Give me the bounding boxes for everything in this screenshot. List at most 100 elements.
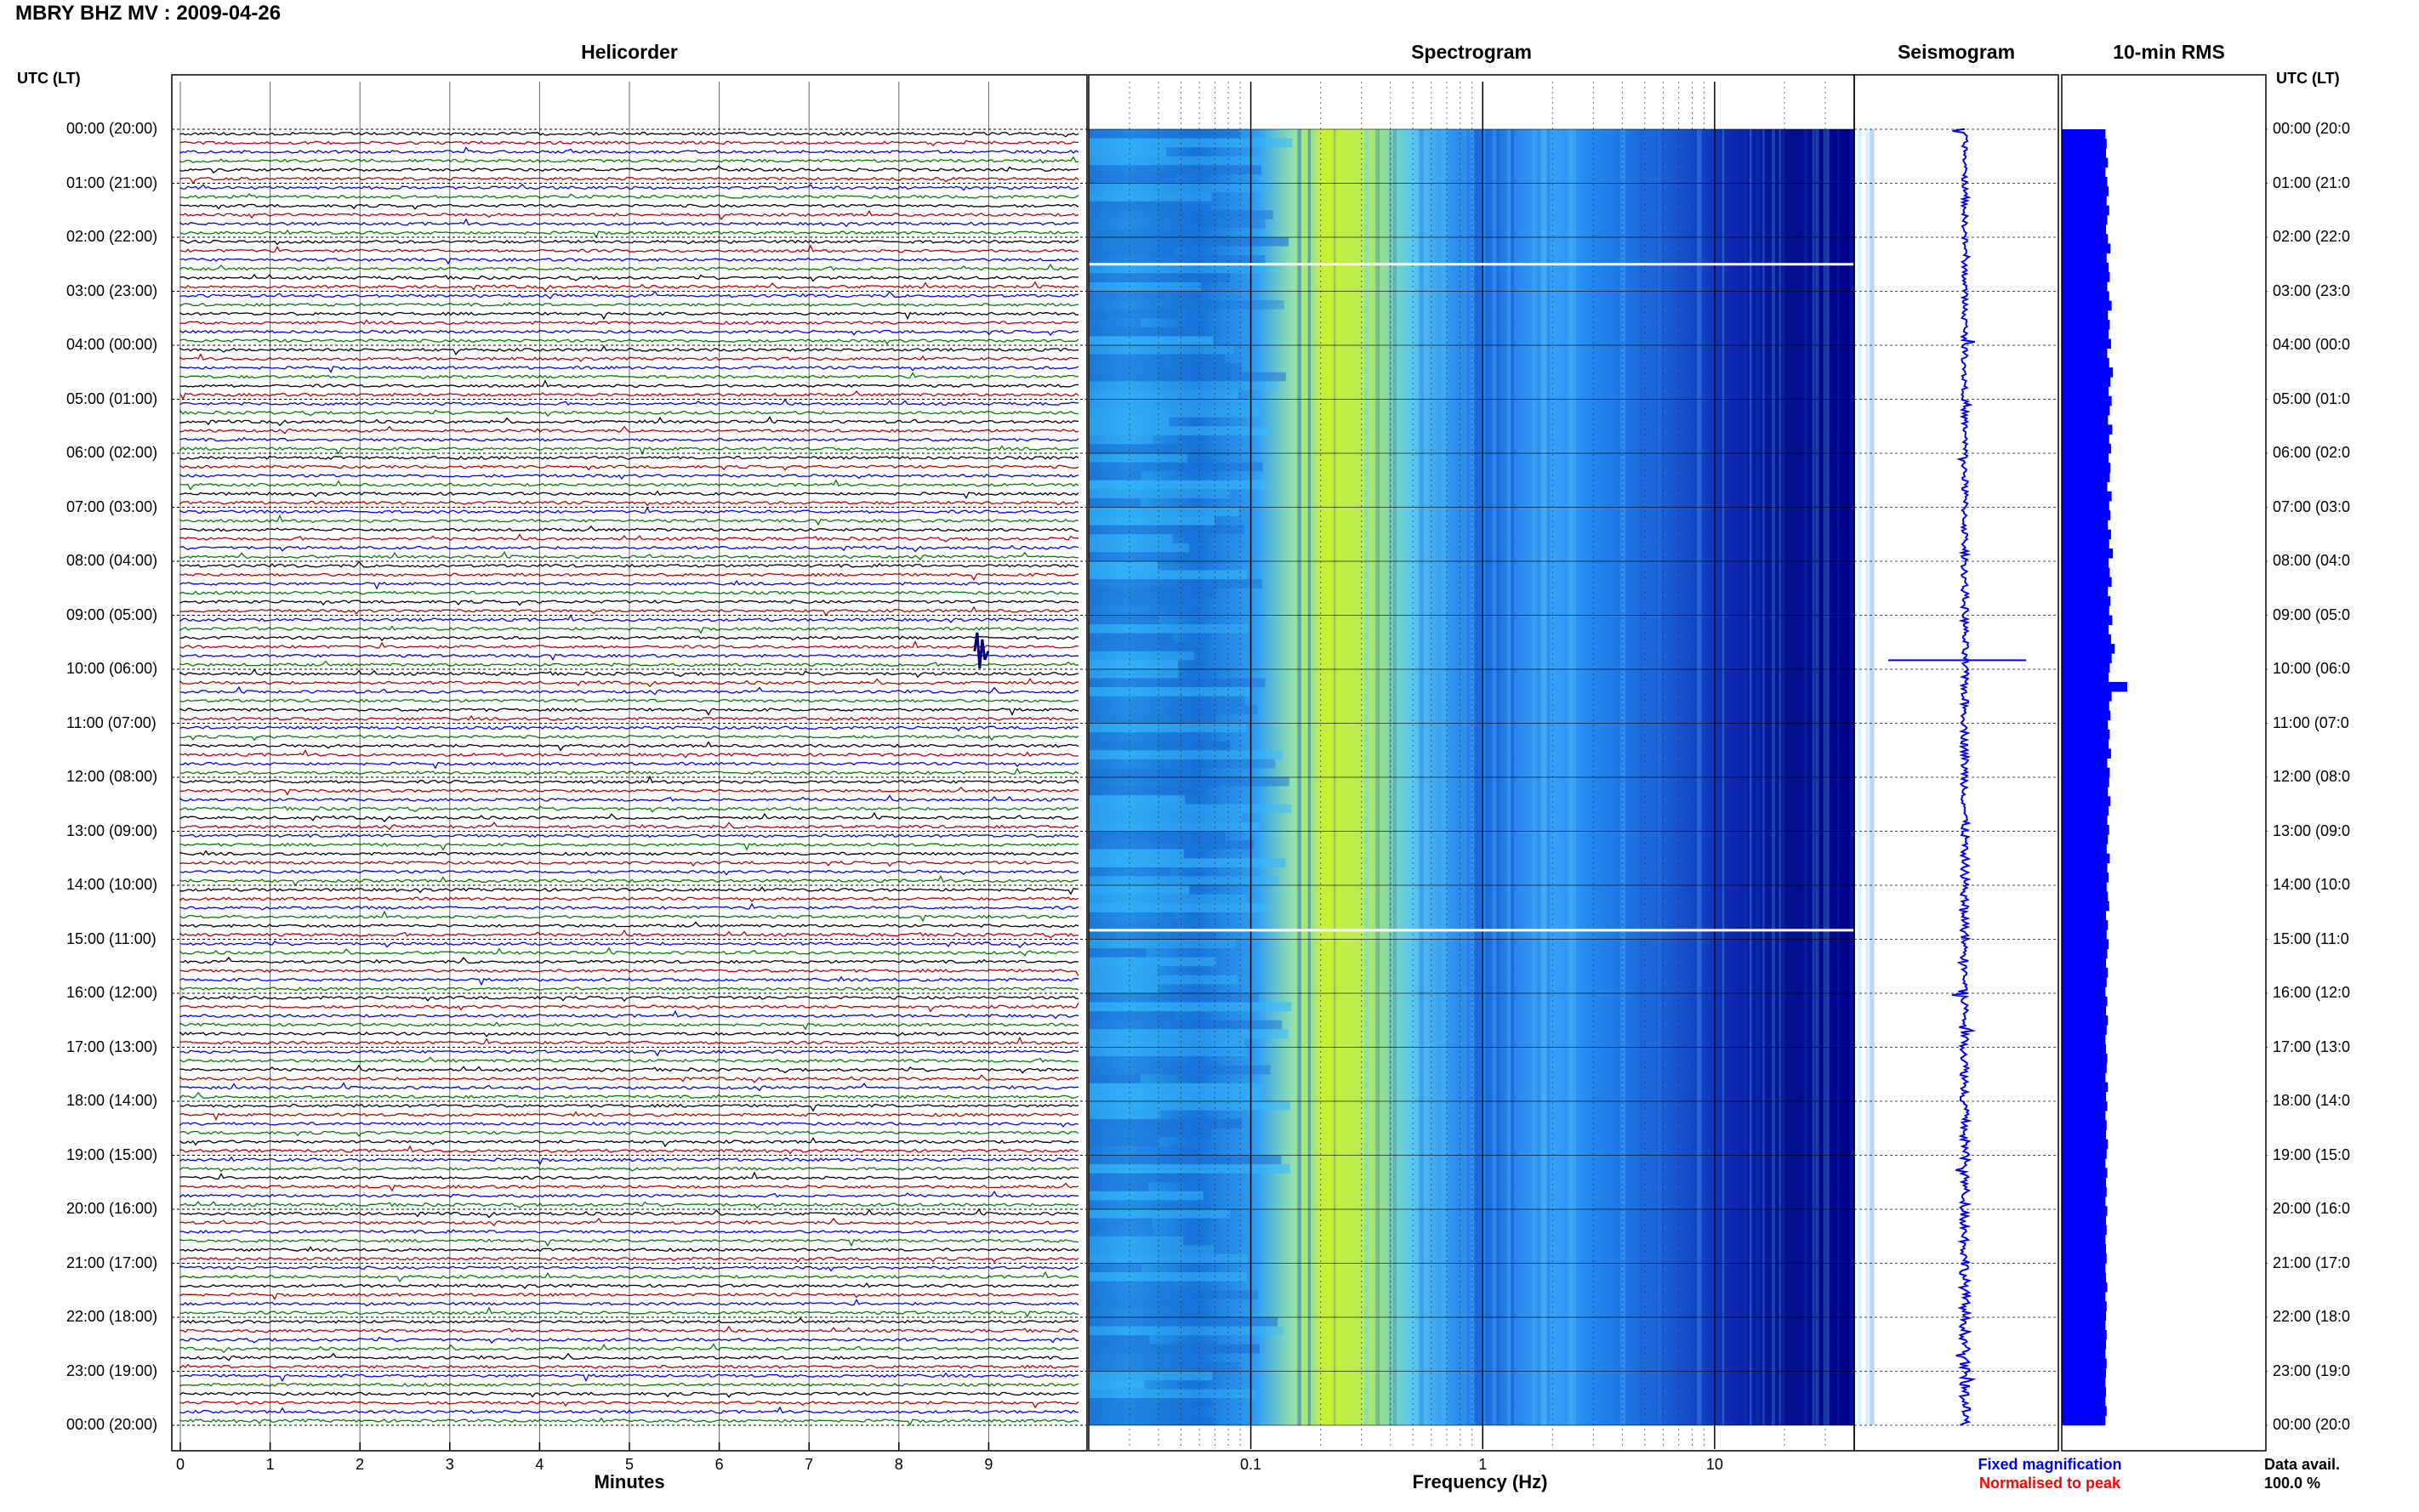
- spectrogram-striation: [1870, 129, 1875, 1425]
- rms-bar: [2062, 1415, 2106, 1426]
- spectrogram-row: [1089, 516, 1215, 526]
- helicorder-trace: [179, 668, 1079, 679]
- helicorder-trace: [179, 263, 1079, 271]
- right-time-label: 07:00 (03:0: [2273, 497, 2351, 515]
- helicorder-trace: [179, 302, 1079, 307]
- spectrogram-row: [1089, 552, 1198, 561]
- time-label: 01:00 (21:00): [66, 173, 158, 191]
- spectrogram-row: [1089, 1218, 1153, 1228]
- spectrogram-row: [1089, 1290, 1259, 1299]
- rms-bar: [2062, 549, 2114, 559]
- right-time-label: 01:00 (21:0: [2273, 173, 2351, 191]
- rms-bar: [2062, 977, 2107, 987]
- spectrogram-row: [1089, 1164, 1290, 1174]
- spectrogram-row: [1089, 1002, 1292, 1012]
- spectrogram-row: [1089, 759, 1276, 769]
- time-label: 12:00 (08:00): [66, 768, 158, 785]
- rms-bar: [2062, 1005, 2107, 1016]
- rms-bar: [2062, 501, 2109, 511]
- helicorder-trace: [179, 193, 1079, 199]
- rms-bar: [2062, 1101, 2108, 1111]
- rms-bar: [2062, 758, 2108, 769]
- spectrogram-row: [1089, 525, 1244, 535]
- seismogram-title: Seismogram: [1897, 41, 2016, 63]
- legend-fixed-magnification: Fixed magnification: [1978, 1456, 2122, 1473]
- time-label: 18:00 (14:00): [66, 1092, 158, 1109]
- helicorder-trace: [179, 946, 1079, 957]
- rms-bar: [2062, 939, 2109, 950]
- spectrogram-row: [1089, 1416, 1215, 1425]
- spectrogram-row: [1089, 929, 1216, 940]
- helicorder-trace: [179, 896, 1079, 902]
- spectrogram-row: [1089, 543, 1189, 553]
- helicorder-trace: [179, 874, 1079, 887]
- rms-bar: [2062, 377, 2111, 387]
- spectrogram-row: [1089, 795, 1186, 804]
- helicorder-trace: [179, 506, 1079, 514]
- spectrogram-row: [1089, 1281, 1173, 1291]
- helicorder-trace: [179, 183, 1079, 191]
- helicorder-trace: [179, 1009, 1079, 1020]
- spectrogram-row: [1089, 705, 1258, 714]
- time-label: 09:00 (05:00): [66, 605, 158, 623]
- helicorder-trace: [179, 311, 1079, 321]
- rms-bar: [2062, 958, 2107, 969]
- helicorder-trace: [179, 1103, 1079, 1112]
- minute-tick-label: 3: [445, 1456, 454, 1473]
- spectrogram-row: [1089, 219, 1266, 229]
- rms-bar: [2062, 338, 2111, 350]
- helicorder-trace: [179, 794, 1079, 802]
- rms-bar: [2062, 1129, 2107, 1140]
- helicorder-trace: [179, 329, 1079, 337]
- rms-bar: [2062, 729, 2110, 740]
- helicorder-trace: [179, 281, 1079, 292]
- helicorder-trace: [179, 146, 1079, 155]
- right-time-label: 15:00 (11:0: [2273, 929, 2349, 947]
- helicorder-trace: [179, 1082, 1079, 1092]
- rms-bar: [2062, 1197, 2106, 1207]
- helicorder-trace: [179, 398, 1079, 406]
- rms-bar: [2062, 929, 2107, 940]
- rms-bar: [2062, 424, 2113, 435]
- spectrogram-row: [1089, 713, 1215, 724]
- rms-bar: [2062, 367, 2114, 378]
- spectrogram-row: [1089, 975, 1238, 985]
- rms-bar: [2062, 529, 2111, 540]
- spectrogram-row: [1089, 1308, 1205, 1317]
- rms-bar: [2062, 167, 2106, 178]
- helicorder-trace: [179, 209, 1079, 221]
- helicorder-trace: [179, 1238, 1079, 1248]
- rms-bar: [2062, 225, 2107, 235]
- right-time-label: 23:00 (19:0: [2273, 1361, 2351, 1379]
- rms-bar: [2062, 577, 2112, 588]
- spectrogram-row: [1089, 1299, 1188, 1309]
- rms-bar: [2062, 910, 2107, 921]
- helicorder-trace: [179, 761, 1079, 770]
- helicorder-trace: [179, 525, 1079, 532]
- helicorder-trace: [179, 697, 1079, 703]
- spectrogram-row: [1089, 1236, 1184, 1246]
- spectrogram-row: [1089, 291, 1198, 301]
- spectrogram-row: [1089, 246, 1175, 256]
- helicorder-trace: [179, 677, 1079, 688]
- right-time-label: 16:00 (12:0: [2273, 984, 2351, 1001]
- spectrogram-row: [1089, 1029, 1289, 1038]
- spectrogram-row: [1089, 1263, 1142, 1273]
- spectrogram-row: [1089, 777, 1289, 787]
- time-label: 21:00 (17:00): [66, 1253, 158, 1271]
- spectrogram-row: [1089, 732, 1193, 742]
- spectrogram-row: [1089, 408, 1261, 418]
- spectrogram-row: [1089, 1317, 1278, 1327]
- data-avail-value: 100.0 %: [2264, 1475, 2321, 1492]
- time-label: 20:00 (16:00): [66, 1200, 158, 1217]
- helicorder-trace: [179, 1343, 1079, 1354]
- helicorder-trace: [179, 1336, 1079, 1344]
- helicorder-trace: [179, 131, 1079, 138]
- spectrogram-row: [1089, 615, 1158, 625]
- spectrogram-row: [1089, 1200, 1181, 1209]
- spectrogram-row: [1089, 1182, 1149, 1191]
- helicorder-trace: [179, 940, 1079, 949]
- helicorder-trace: [179, 708, 1079, 716]
- rms-bar: [2062, 1206, 2108, 1216]
